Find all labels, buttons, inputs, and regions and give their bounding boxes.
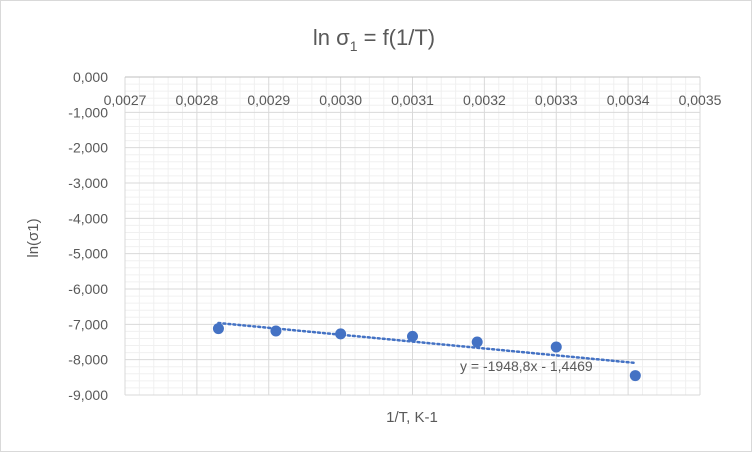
x-tick-labels: 0,0027 0,0028 0,0029 0,0030 0,0031 0,0032 0,00… xyxy=(104,92,722,108)
data-points xyxy=(212,323,641,382)
x-tick-label: 0,0034 xyxy=(607,92,650,108)
data-point xyxy=(270,325,282,337)
x-tick-label: 0,0029 xyxy=(247,92,290,108)
x-tick-label: 0,0033 xyxy=(535,92,578,108)
x-tick-label: 0,0031 xyxy=(391,92,434,108)
data-point xyxy=(471,336,483,348)
data-point xyxy=(335,328,347,340)
x-tick-label: 0,0028 xyxy=(175,92,218,108)
y-tick-label: -1,000 xyxy=(68,104,108,120)
chart-title-main: ln σ xyxy=(313,25,350,50)
x-axis-title: 1/T, K-1 xyxy=(386,409,438,426)
y-axis-title: ln(σ1) xyxy=(25,218,42,257)
y-tick-label: -8,000 xyxy=(68,352,108,368)
data-point xyxy=(212,323,224,335)
y-tick-label: -6,000 xyxy=(68,281,108,297)
data-point xyxy=(629,370,641,382)
y-tick-label: -3,000 xyxy=(68,175,108,191)
chart-title-subscript: 1 xyxy=(350,38,358,54)
chart-title-suffix: = f(1/T) xyxy=(358,25,436,50)
data-point xyxy=(550,341,562,353)
y-tick-label: -2,000 xyxy=(68,140,108,156)
x-tick-label: 0,0027 xyxy=(104,92,147,108)
y-tick-label: -9,000 xyxy=(68,387,108,403)
x-tick-label: 0,0035 xyxy=(679,92,722,108)
y-tick-label: -7,000 xyxy=(68,316,108,332)
y-tick-labels: 0,000 -1,000 -2,000 -3,000 -4,000 -5,000 -6,00… xyxy=(68,69,108,403)
trendline xyxy=(217,321,637,365)
chart-title: ln σ1 = f(1/T) xyxy=(313,25,435,54)
y-tick-label: -4,000 xyxy=(68,210,108,226)
y-tick-label: -5,000 xyxy=(68,246,108,262)
x-tick-label: 0,0030 xyxy=(319,92,362,108)
y-tick-label: 0,000 xyxy=(73,69,108,85)
data-point xyxy=(407,330,418,342)
x-tick-label: 0,0032 xyxy=(463,92,506,108)
trendline-layer xyxy=(217,321,637,365)
trendline-equation: y = -1948,8x - 1,4469 xyxy=(460,358,593,374)
